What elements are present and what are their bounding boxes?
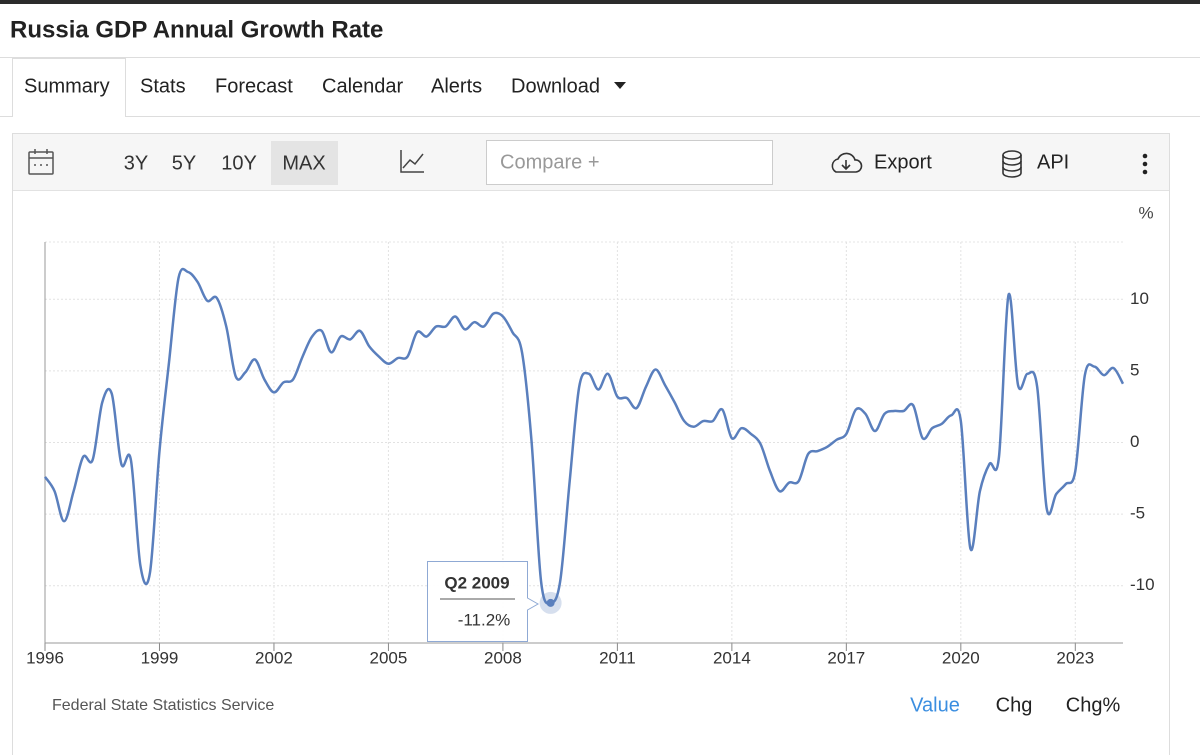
range-button[interactable]: 5Y bbox=[172, 152, 196, 174]
y-unit-label: % bbox=[1138, 203, 1153, 222]
x-tick-label: 2011 bbox=[599, 648, 636, 667]
tooltip-value: -11.2% bbox=[458, 610, 511, 629]
y-tick-label: 0 bbox=[1130, 432, 1139, 451]
active-tab-border bbox=[12, 58, 126, 117]
y-tick-label: 10 bbox=[1130, 289, 1149, 308]
tooltip-label: Q2 2009 bbox=[444, 573, 509, 592]
view-toggle[interactable]: Chg% bbox=[1066, 694, 1121, 716]
active-tab-gap bbox=[13, 112, 125, 118]
y-tick-label: -10 bbox=[1130, 575, 1155, 594]
tab[interactable]: Calendar bbox=[322, 75, 404, 97]
x-tick-label: 2014 bbox=[713, 648, 751, 667]
y-tick-label: 5 bbox=[1130, 360, 1139, 379]
x-tick-label: 2005 bbox=[370, 648, 408, 667]
tab[interactable]: Forecast bbox=[215, 75, 293, 97]
tooltip-box bbox=[427, 561, 540, 642]
tab[interactable]: Stats bbox=[140, 75, 186, 97]
x-tick-label: 2008 bbox=[484, 648, 522, 667]
export-icon[interactable] bbox=[831, 152, 863, 173]
tab[interactable]: Summary bbox=[24, 75, 110, 97]
range-active-bg bbox=[271, 141, 338, 185]
more-menu[interactable] bbox=[1142, 153, 1148, 175]
compare-input[interactable] bbox=[486, 140, 773, 185]
x-tick-label: 2023 bbox=[1056, 648, 1094, 667]
dropdown-caret[interactable] bbox=[614, 82, 626, 89]
chart-type-icon[interactable] bbox=[400, 150, 424, 173]
hover-marker bbox=[546, 598, 555, 607]
tab[interactable]: Download bbox=[511, 75, 600, 97]
source-label: Federal State Statistics Service bbox=[52, 697, 274, 714]
top-bar bbox=[0, 0, 1200, 4]
view-toggle[interactable]: Chg bbox=[996, 694, 1033, 716]
x-tick-label: 1996 bbox=[26, 648, 64, 667]
page-title: Russia GDP Annual Growth Rate bbox=[10, 16, 383, 43]
tab[interactable]: Alerts bbox=[431, 75, 482, 97]
range-button[interactable]: 10Y bbox=[221, 152, 257, 174]
plot: -10 -5 0 5 10 1996 1999 2002 2005 2008 2011 2014 201… bbox=[26, 241, 1155, 667]
api-button[interactable]: API bbox=[1037, 151, 1069, 173]
y-tick-label: -5 bbox=[1130, 504, 1145, 523]
api-icon[interactable] bbox=[1002, 150, 1022, 178]
view-toggle[interactable]: Value bbox=[910, 694, 960, 716]
range-button[interactable]: 3Y bbox=[124, 152, 148, 174]
export-button[interactable]: Export bbox=[874, 151, 932, 173]
chart-panel bbox=[12, 133, 1170, 755]
x-tick-label: 1999 bbox=[141, 648, 179, 667]
x-tick-label: 2020 bbox=[942, 648, 980, 667]
series-line bbox=[43, 267, 1125, 605]
range-button[interactable]: MAX bbox=[282, 152, 325, 174]
x-tick-label: 2002 bbox=[255, 648, 293, 667]
calendar-icon[interactable] bbox=[28, 149, 54, 175]
x-tick-label: 2017 bbox=[827, 648, 865, 667]
compare-placeholder: Compare + bbox=[500, 151, 600, 173]
